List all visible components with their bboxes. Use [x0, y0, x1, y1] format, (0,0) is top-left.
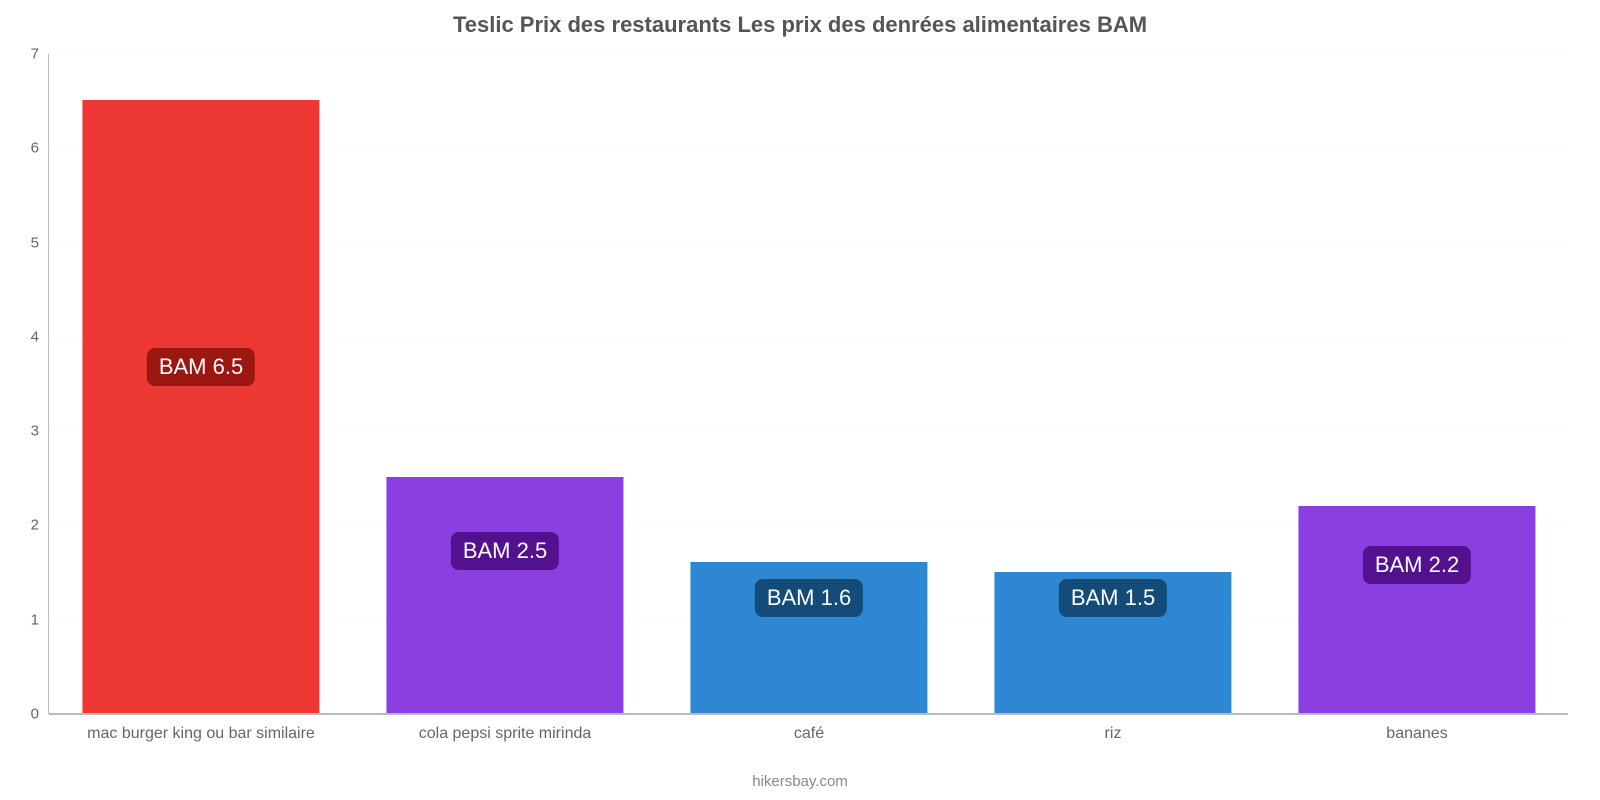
value-badge: BAM 2.5 — [451, 532, 559, 570]
bar — [82, 100, 319, 713]
x-axis-label: mac burger king ou bar similaire — [87, 725, 315, 743]
value-badge: BAM 6.5 — [147, 348, 255, 386]
y-tick-label: 7 — [31, 46, 39, 63]
bar-slot: BAM 1.6café — [657, 54, 961, 713]
bar-chart: Teslic Prix des restaurants Les prix des… — [0, 0, 1600, 800]
x-axis-label: café — [794, 725, 824, 743]
y-tick-label: 0 — [31, 706, 39, 723]
bar — [1298, 506, 1535, 713]
value-badge: BAM 2.2 — [1363, 546, 1471, 584]
grid-line — [49, 714, 1568, 715]
x-axis-label: cola pepsi sprite mirinda — [419, 725, 592, 743]
x-axis-label: riz — [1105, 725, 1122, 743]
chart-title: Teslic Prix des restaurants Les prix des… — [0, 12, 1600, 38]
plot-area: 01234567BAM 6.5mac burger king ou bar si… — [48, 54, 1568, 714]
x-axis-label: bananes — [1386, 725, 1447, 743]
y-tick-label: 5 — [31, 234, 39, 251]
y-tick-label: 6 — [31, 140, 39, 157]
bar-slot: BAM 6.5mac burger king ou bar similaire — [49, 54, 353, 713]
value-badge: BAM 1.5 — [1059, 579, 1167, 617]
bar-slot: BAM 2.2bananes — [1265, 54, 1569, 713]
y-tick-label: 3 — [31, 423, 39, 440]
value-badge: BAM 1.6 — [755, 579, 863, 617]
y-tick-label: 1 — [31, 611, 39, 628]
bar-slot: BAM 2.5cola pepsi sprite mirinda — [353, 54, 657, 713]
chart-footer: hikersbay.com — [0, 773, 1600, 790]
bar — [386, 477, 623, 713]
bar-slot: BAM 1.5riz — [961, 54, 1265, 713]
y-tick-label: 2 — [31, 517, 39, 534]
y-tick-label: 4 — [31, 328, 39, 345]
